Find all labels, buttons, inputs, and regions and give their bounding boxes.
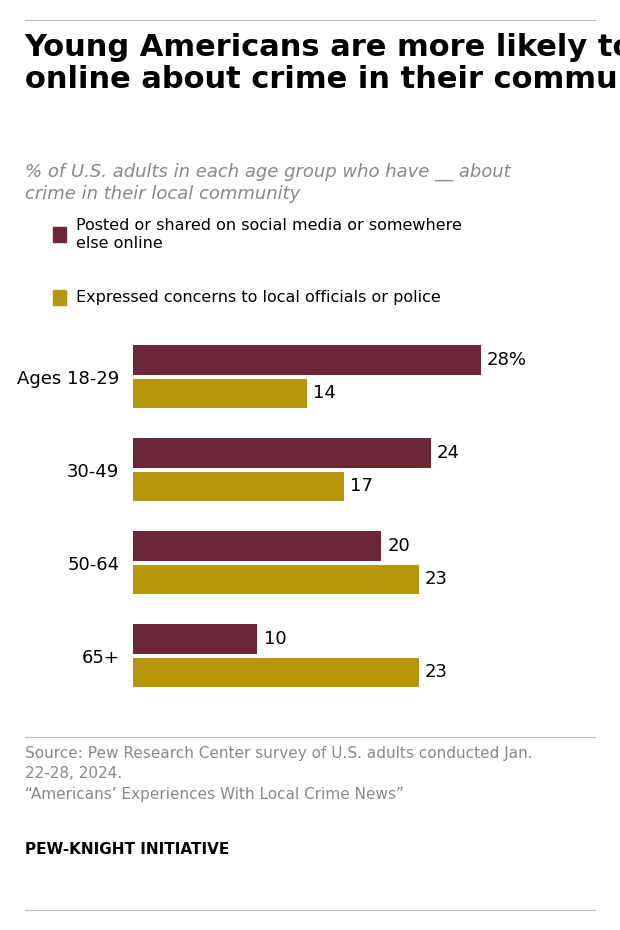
Text: 28%: 28% [487, 351, 527, 369]
Bar [133, 658, 419, 687]
Bar [133, 345, 481, 375]
Text: % of U.S. adults in each age group who have __ about
crime in their local commun: % of U.S. adults in each age group who h… [25, 163, 510, 204]
Text: 17: 17 [350, 477, 373, 496]
Bar [133, 624, 257, 654]
Text: 24: 24 [437, 444, 460, 462]
Text: Source: Pew Research Center survey of U.S. adults conducted Jan.
22-28, 2024.
“A: Source: Pew Research Center survey of U.… [25, 746, 533, 802]
Text: Young Americans are more likely to post
online about crime in their community: Young Americans are more likely to post … [25, 33, 620, 94]
Text: 14: 14 [313, 384, 336, 403]
Text: 20: 20 [388, 537, 410, 555]
Bar [133, 472, 344, 501]
Text: Expressed concerns to local officials or police: Expressed concerns to local officials or… [76, 290, 441, 305]
Text: 10: 10 [264, 630, 286, 648]
Bar [133, 565, 419, 594]
Text: PEW-KNIGHT INITIATIVE: PEW-KNIGHT INITIATIVE [25, 842, 229, 857]
Text: 23: 23 [425, 570, 448, 589]
Bar [133, 438, 431, 468]
Bar [133, 379, 307, 408]
Text: 23: 23 [425, 663, 448, 682]
Text: Posted or shared on social media or somewhere
else online: Posted or shared on social media or some… [76, 218, 462, 251]
Bar [133, 531, 381, 561]
